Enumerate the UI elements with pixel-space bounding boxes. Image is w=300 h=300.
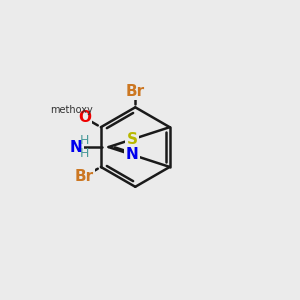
Text: S: S	[126, 132, 137, 147]
Text: N: N	[125, 147, 138, 162]
Text: Br: Br	[75, 169, 94, 184]
Text: methoxy: methoxy	[50, 105, 92, 115]
Text: N: N	[70, 140, 83, 154]
Text: H: H	[80, 134, 89, 147]
Text: H: H	[80, 147, 89, 160]
Text: O: O	[78, 110, 91, 125]
Text: Br: Br	[126, 84, 145, 99]
